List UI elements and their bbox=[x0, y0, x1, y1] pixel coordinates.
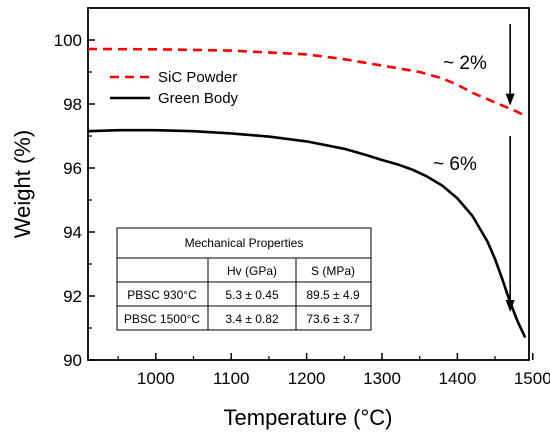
y-tick-label: 100 bbox=[54, 31, 82, 50]
table-border bbox=[116, 227, 372, 331]
y-tick-label: 94 bbox=[63, 223, 82, 242]
x-tick-label: 1500 bbox=[514, 369, 550, 388]
x-tick-label: 1300 bbox=[363, 369, 401, 388]
x-tick-label: 1400 bbox=[438, 369, 476, 388]
axis-ticks: 1000 1100 1200 1300 1400 1500 90 92 94 96 98 100 bbox=[54, 31, 550, 388]
y-tick-label: 92 bbox=[63, 287, 82, 306]
table-cell: PBSC 1500°C bbox=[124, 312, 201, 326]
y-tick-label: 96 bbox=[63, 159, 82, 178]
annotation-2-percent: ~ 2% bbox=[443, 53, 487, 74]
legend-label-sic-powder: SiC Powder bbox=[158, 69, 237, 86]
annotation-6-percent: ~ 6% bbox=[433, 154, 477, 175]
table-header-hv: Hv (GPa) bbox=[227, 264, 277, 278]
table-cell: 5.3 ± 0.45 bbox=[225, 288, 279, 302]
legend-label-green-body: Green Body bbox=[158, 90, 239, 107]
y-tick-label: 90 bbox=[63, 351, 82, 370]
y-tick-label: 98 bbox=[63, 95, 82, 114]
table-cell: 3.4 ± 0.82 bbox=[225, 312, 279, 326]
mechanical-properties-table: Mechanical Properties Hv (GPa) S (MPa) P… bbox=[116, 227, 372, 331]
series-layer bbox=[87, 47, 527, 339]
y-axis-title: Weight (%) bbox=[10, 130, 35, 238]
annotation-arrow-head bbox=[505, 93, 515, 106]
table-cell: 89.5 ± 4.9 bbox=[306, 288, 360, 302]
x-tick-label: 1000 bbox=[137, 369, 175, 388]
table-header-s: S (MPa) bbox=[311, 264, 355, 278]
series-line-sic-powder bbox=[87, 47, 526, 118]
legend: SiC Powder Green Body bbox=[110, 69, 239, 107]
table-title: Mechanical Properties bbox=[185, 236, 304, 250]
annotation-arrow-head bbox=[505, 300, 515, 312]
x-tick-label: 1200 bbox=[288, 369, 326, 388]
table-cell: 73.6 ± 3.7 bbox=[306, 312, 360, 326]
table-cell: PBSC 930°C bbox=[127, 288, 197, 302]
x-axis-title: Temperature (°C) bbox=[224, 405, 393, 430]
plot-frame bbox=[87, 7, 530, 361]
x-tick-label: 1100 bbox=[213, 369, 250, 388]
series-line-green-body bbox=[87, 128, 527, 339]
annotations: ~ 2% ~ 6% bbox=[433, 24, 515, 312]
